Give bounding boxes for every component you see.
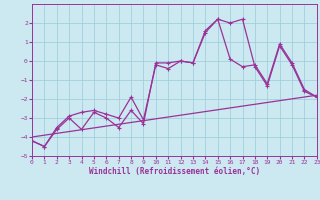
X-axis label: Windchill (Refroidissement éolien,°C): Windchill (Refroidissement éolien,°C) (89, 167, 260, 176)
